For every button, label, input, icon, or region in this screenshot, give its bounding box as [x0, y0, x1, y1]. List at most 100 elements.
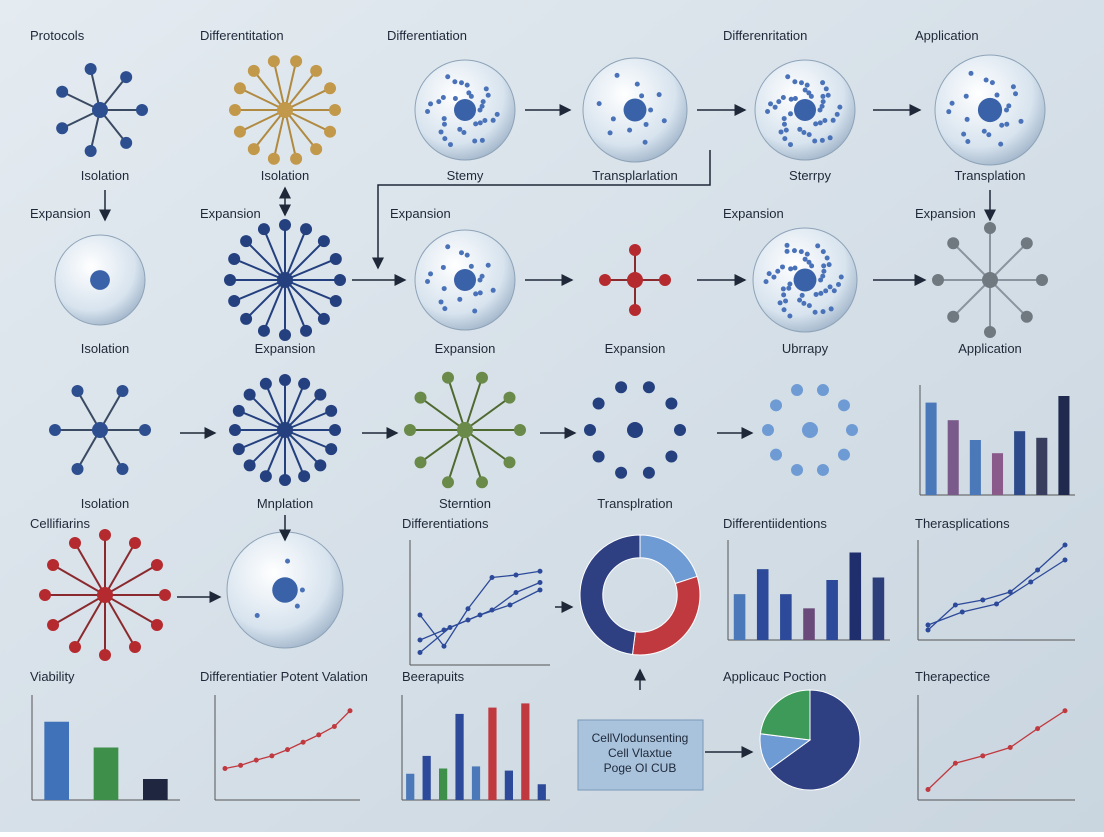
atom	[84, 144, 97, 157]
point	[417, 650, 423, 655]
atom	[665, 450, 678, 463]
section-label: Beerapuits	[402, 669, 465, 684]
atom	[674, 424, 686, 436]
dot	[634, 81, 640, 87]
point	[465, 606, 471, 612]
atom	[71, 462, 84, 475]
point	[1062, 542, 1068, 548]
section-label: Differentiatier Potent Valation	[200, 669, 368, 684]
dot	[989, 80, 995, 86]
dot	[780, 286, 786, 292]
atom	[99, 529, 111, 541]
bond	[52, 594, 106, 626]
dot	[813, 291, 819, 297]
bar	[439, 768, 448, 800]
dot	[477, 120, 483, 126]
dot	[819, 103, 825, 109]
atom	[49, 424, 61, 436]
atom	[259, 470, 272, 483]
bond	[419, 396, 466, 431]
atom	[267, 55, 280, 68]
line	[419, 581, 541, 641]
dot	[596, 101, 602, 107]
point	[925, 622, 931, 628]
dot	[441, 286, 447, 292]
dot	[452, 79, 458, 85]
bond	[253, 109, 286, 150]
bar	[947, 420, 959, 495]
atom	[584, 424, 596, 436]
atom	[837, 448, 850, 461]
dot	[783, 298, 789, 304]
dot	[472, 308, 478, 314]
section-label: Differentiations	[402, 516, 489, 531]
dot	[786, 285, 792, 291]
atom	[84, 63, 97, 76]
dot	[479, 103, 485, 109]
bond	[248, 393, 286, 431]
bond	[464, 429, 483, 483]
dot	[477, 107, 483, 113]
point	[980, 753, 986, 759]
bond	[284, 240, 325, 281]
section-label: Expansion	[200, 206, 261, 221]
dot	[299, 587, 305, 593]
atom	[298, 470, 311, 483]
point	[269, 753, 275, 759]
dot	[999, 122, 1005, 128]
atom	[475, 371, 488, 384]
dot	[812, 309, 818, 315]
dot	[949, 100, 955, 106]
bond	[284, 383, 306, 431]
dot	[490, 117, 496, 123]
atom	[290, 152, 303, 165]
bar	[826, 580, 838, 640]
dot	[815, 243, 821, 249]
dot	[768, 101, 774, 107]
dot	[994, 92, 1000, 98]
point	[1007, 589, 1013, 595]
atom	[129, 640, 141, 653]
nucleus	[977, 97, 1003, 123]
dot	[780, 94, 786, 100]
atom	[47, 619, 60, 631]
dot	[830, 117, 836, 123]
node-label: Transplarlation	[592, 168, 678, 183]
atom	[71, 385, 84, 398]
bar	[733, 594, 746, 640]
point	[952, 760, 958, 766]
node-label: Transplation	[954, 168, 1025, 183]
bar	[803, 608, 815, 640]
atom	[69, 537, 81, 550]
dot	[998, 141, 1004, 147]
nucleus	[623, 98, 647, 122]
atom	[816, 384, 829, 397]
dot	[766, 271, 772, 277]
dot	[461, 129, 467, 135]
atom	[982, 272, 998, 288]
atom	[69, 640, 81, 653]
dot	[838, 274, 844, 280]
dot	[661, 118, 667, 124]
atom	[247, 143, 260, 156]
bar	[991, 453, 1004, 495]
point	[513, 572, 519, 578]
atom	[136, 104, 148, 116]
dot	[809, 263, 815, 269]
dot	[445, 244, 451, 250]
atom	[129, 537, 141, 550]
dot	[485, 92, 491, 98]
atom	[325, 443, 338, 456]
dot	[787, 281, 793, 287]
dot	[817, 107, 823, 113]
dot	[440, 264, 446, 270]
atom	[329, 252, 342, 265]
bond	[989, 242, 1028, 281]
bond	[74, 542, 106, 596]
dot	[823, 86, 829, 92]
atom	[659, 274, 671, 286]
bond	[284, 109, 317, 150]
dot	[787, 313, 793, 319]
dot	[479, 273, 485, 279]
dot	[820, 309, 826, 315]
